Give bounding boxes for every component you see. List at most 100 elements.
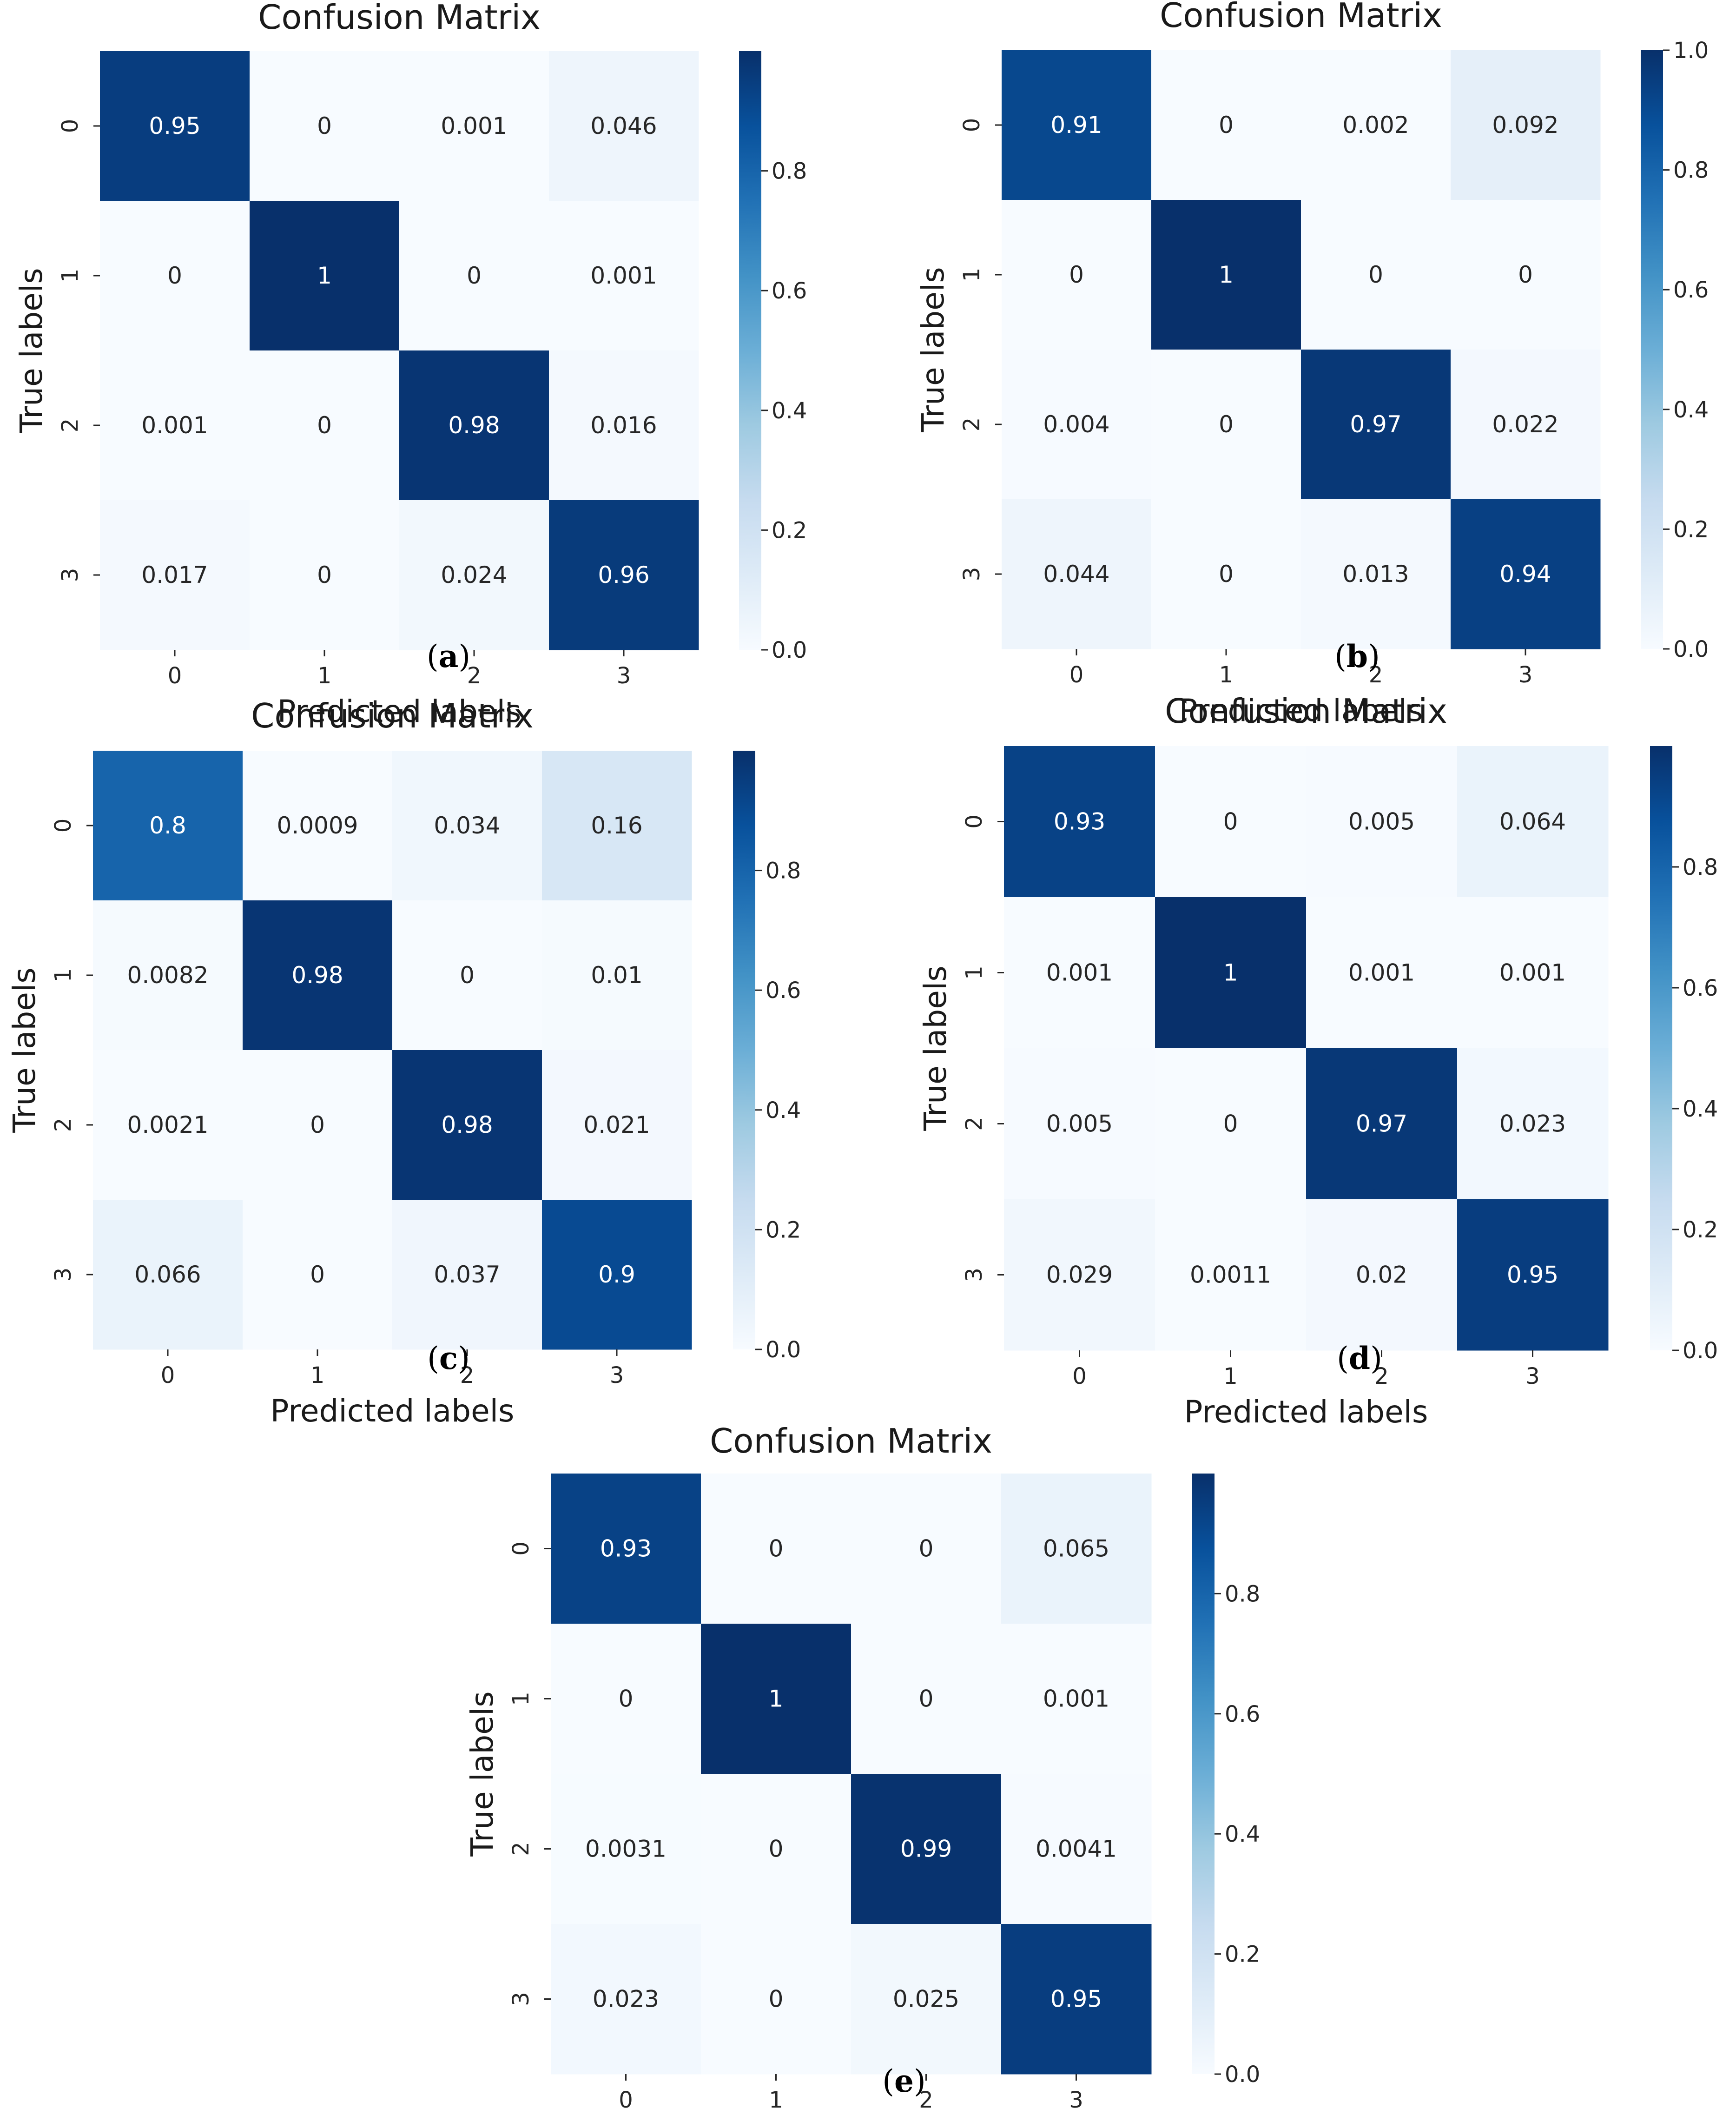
cell-value-label: 0.001 <box>441 112 507 139</box>
x-axis-label: Predicted labels <box>277 694 521 729</box>
cell-value-label: 0.023 <box>593 1986 659 2013</box>
heatmap-cell <box>1306 1048 1458 1200</box>
cell-value-label: 0.001 <box>1046 959 1113 986</box>
heatmap-cell <box>1002 50 1152 200</box>
heatmap-cell <box>1155 1048 1307 1200</box>
heatmap-cell <box>1004 897 1155 1049</box>
cell-value-label: 0.017 <box>141 562 208 588</box>
heatmap-cell <box>100 51 250 201</box>
heatmap-cell <box>100 350 250 501</box>
y-tick-label: 2 <box>50 1118 76 1132</box>
cell-value-label: 0 <box>167 262 182 289</box>
cell-value-label: 0.021 <box>583 1111 650 1138</box>
heatmap-cell <box>1451 200 1601 350</box>
cell-value-label: 0 <box>1219 561 1234 588</box>
heatmap-cell <box>1301 50 1451 200</box>
cell-value-label: 0.016 <box>590 412 657 439</box>
cell-value-label: 0.023 <box>1499 1110 1566 1137</box>
x-tick-label: 2 <box>467 663 482 689</box>
cell-value-label: 0 <box>317 112 332 139</box>
cell-value-label: 1 <box>769 1685 784 1712</box>
x-tick-label: 1 <box>769 2087 783 2113</box>
y-tick-label: 1 <box>508 1692 534 1706</box>
heatmap-cell <box>243 900 393 1051</box>
heatmap-cell <box>243 1050 393 1200</box>
heatmap-cell <box>1306 1199 1458 1351</box>
cell-value-label: 0 <box>1223 1110 1238 1137</box>
y-tick-label: 1 <box>961 965 987 980</box>
heatmap-cell <box>1457 746 1609 898</box>
heatmap-cell <box>1155 897 1307 1049</box>
cell-value-label: 0.005 <box>1348 808 1415 835</box>
heatmap-cell <box>243 751 393 901</box>
cell-value-label: 0 <box>919 1685 934 1712</box>
colorbar-tick-label: 0.6 <box>1673 277 1709 303</box>
heatmap-cell <box>549 201 699 351</box>
heatmap-cell <box>250 350 400 501</box>
y-tick-label: 3 <box>50 1268 76 1282</box>
heatmap-cell <box>851 1774 1002 1924</box>
heatmap-cell <box>100 500 250 650</box>
cell-value-label: 0.95 <box>149 112 200 139</box>
y-tick-label: 2 <box>959 417 985 432</box>
cell-value-label: 0.9 <box>598 1261 635 1288</box>
heatmap-cell <box>1301 350 1451 500</box>
colorbar-tick-label: 0.8 <box>1225 1581 1260 1607</box>
cell-value-label: 0.037 <box>434 1261 500 1288</box>
cell-value-label: 0.013 <box>1342 561 1409 588</box>
cell-value-label: 0.001 <box>1043 1685 1109 1712</box>
cell-value-label: 0 <box>1219 411 1234 438</box>
y-tick-label: 3 <box>959 567 985 582</box>
cell-value-label: 0 <box>1368 261 1383 288</box>
heatmap-cell <box>399 51 549 201</box>
cell-value-label: 0.064 <box>1499 808 1566 835</box>
cell-value-label: 0.97 <box>1356 1110 1407 1137</box>
heatmap-cell <box>1001 1474 1152 1624</box>
cell-value-label: 0 <box>1223 808 1238 835</box>
cell-value-label: 0.001 <box>141 412 208 439</box>
cell-value-label: 0.0021 <box>127 1111 209 1138</box>
colorbar-tick-label: 0.2 <box>1673 516 1709 542</box>
heatmap-cell <box>551 1624 701 1774</box>
cell-value-label: 0.02 <box>1356 1262 1407 1289</box>
heatmap-cell <box>551 1774 701 1924</box>
heatmap-cell <box>250 201 400 351</box>
heatmap-cell <box>1002 499 1152 649</box>
cell-value-label: 0.065 <box>1043 1535 1109 1562</box>
heatmap-cell <box>93 1200 243 1350</box>
panel-c: Confusion Matrix 0.8 0.0009 0.034 0.16 0.0082… <box>7 696 801 1429</box>
colorbar-tick-label: 0.6 <box>1225 1701 1260 1727</box>
x-axis-label: Predicted labels <box>1179 693 1423 728</box>
heatmap-cell <box>93 1050 243 1200</box>
cell-value-label: 0 <box>310 1261 325 1288</box>
y-tick-label: 3 <box>508 1992 534 2006</box>
heatmap-cell <box>250 500 400 650</box>
cell-value-label: 0.91 <box>1050 112 1102 139</box>
x-tick-label: 3 <box>617 663 631 689</box>
colorbar-tick-label: 0.4 <box>1225 1821 1260 1847</box>
heatmap-cell <box>1451 350 1601 500</box>
panel-caption: (c) <box>427 1340 470 1376</box>
heatmap-cell <box>701 1774 851 1924</box>
heatmap-cell <box>701 1474 851 1624</box>
colorbar-tick-label: 0.0 <box>772 637 807 663</box>
heatmap-cell <box>399 500 549 650</box>
y-tick-label: 2 <box>57 418 83 433</box>
cell-value-label: 0.066 <box>134 1261 201 1288</box>
cell-value-label: 0.97 <box>1350 411 1401 438</box>
heatmap-cell <box>1002 200 1152 350</box>
cell-value-label: 0.0011 <box>1190 1262 1271 1289</box>
heatmap-cell <box>1306 897 1458 1049</box>
heatmap-cell <box>549 350 699 501</box>
colorbar-tick-label: 0.0 <box>766 1337 801 1363</box>
cell-value-label: 0 <box>1219 112 1234 139</box>
y-axis-label: True labels <box>7 967 42 1133</box>
cell-value-label: 0.93 <box>1054 808 1105 835</box>
colorbar <box>1650 746 1672 1350</box>
x-tick-label: 3 <box>1518 662 1533 688</box>
chart-title: Confusion Matrix <box>1165 692 1447 731</box>
cell-value-label: 0 <box>310 1111 325 1138</box>
heatmap-cell <box>1301 200 1451 350</box>
cell-value-label: 0.044 <box>1043 561 1109 588</box>
